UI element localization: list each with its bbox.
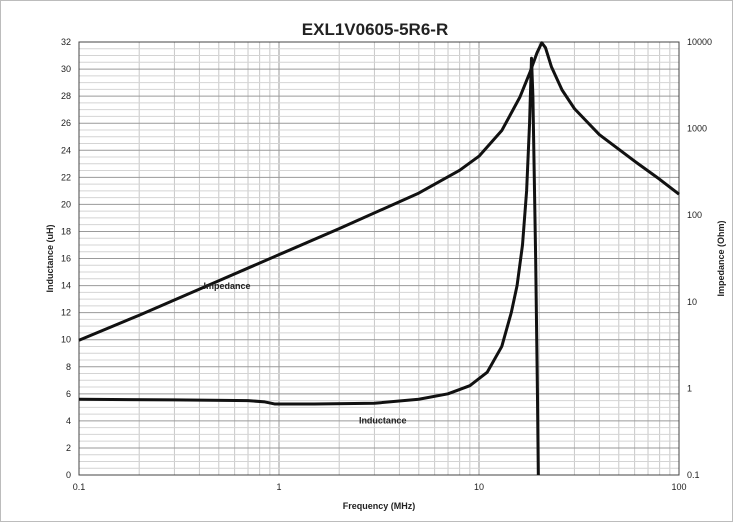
- y-right-tick-label: 100: [687, 210, 702, 220]
- series-line-impedance: [78, 41, 680, 342]
- series-line-inductance: [78, 56, 540, 476]
- y-axis-right-label: Impedance (Ohm): [716, 220, 726, 296]
- y-left-tick-label: 26: [61, 118, 71, 128]
- y-left-tick-label: 4: [66, 416, 71, 426]
- grid: [79, 42, 679, 475]
- x-tick-label: 10: [474, 482, 484, 492]
- annotation-inductance: Inductance: [359, 416, 407, 426]
- y-left-tick-label: 20: [61, 199, 71, 209]
- tick-labels: 0.1 1 10 100024681012141618202224262830320.…: [61, 37, 712, 492]
- series-group: [78, 41, 680, 476]
- y-left-tick-label: 12: [61, 308, 71, 318]
- annotations: Impedance Inductance: [204, 281, 407, 425]
- y-left-tick-label: 28: [61, 91, 71, 101]
- y-left-tick-label: 24: [61, 145, 71, 155]
- x-axis-label: Frequency (MHz): [343, 501, 416, 511]
- y-right-tick-label: 10000: [687, 37, 712, 47]
- y-right-tick-label: 10: [687, 297, 697, 307]
- y-right-tick-label: 1: [687, 383, 692, 393]
- y-right-tick-label: 0.1: [687, 470, 700, 480]
- y-left-tick-label: 30: [61, 64, 71, 74]
- annotation-impedance: Impedance: [204, 281, 251, 291]
- y-left-tick-label: 16: [61, 254, 71, 264]
- x-tick-label: 1: [276, 482, 281, 492]
- y-left-tick-label: 0: [66, 470, 71, 480]
- y-left-tick-label: 22: [61, 172, 71, 182]
- x-tick-label: 100: [671, 482, 686, 492]
- x-tick-label: 0.1: [73, 482, 86, 492]
- y-right-tick-label: 1000: [687, 124, 707, 134]
- chart-title: EXL1V0605-5R6-R: [302, 20, 448, 39]
- y-left-tick-label: 14: [61, 281, 71, 291]
- y-axis-left-label: Inductance (uH): [45, 224, 55, 292]
- y-left-tick-label: 18: [61, 226, 71, 236]
- y-left-tick-label: 32: [61, 37, 71, 47]
- y-left-tick-label: 10: [61, 335, 71, 345]
- y-left-tick-label: 6: [66, 389, 71, 399]
- plot-area: [78, 41, 680, 476]
- y-left-tick-label: 8: [66, 362, 71, 372]
- y-left-tick-label: 2: [66, 443, 71, 453]
